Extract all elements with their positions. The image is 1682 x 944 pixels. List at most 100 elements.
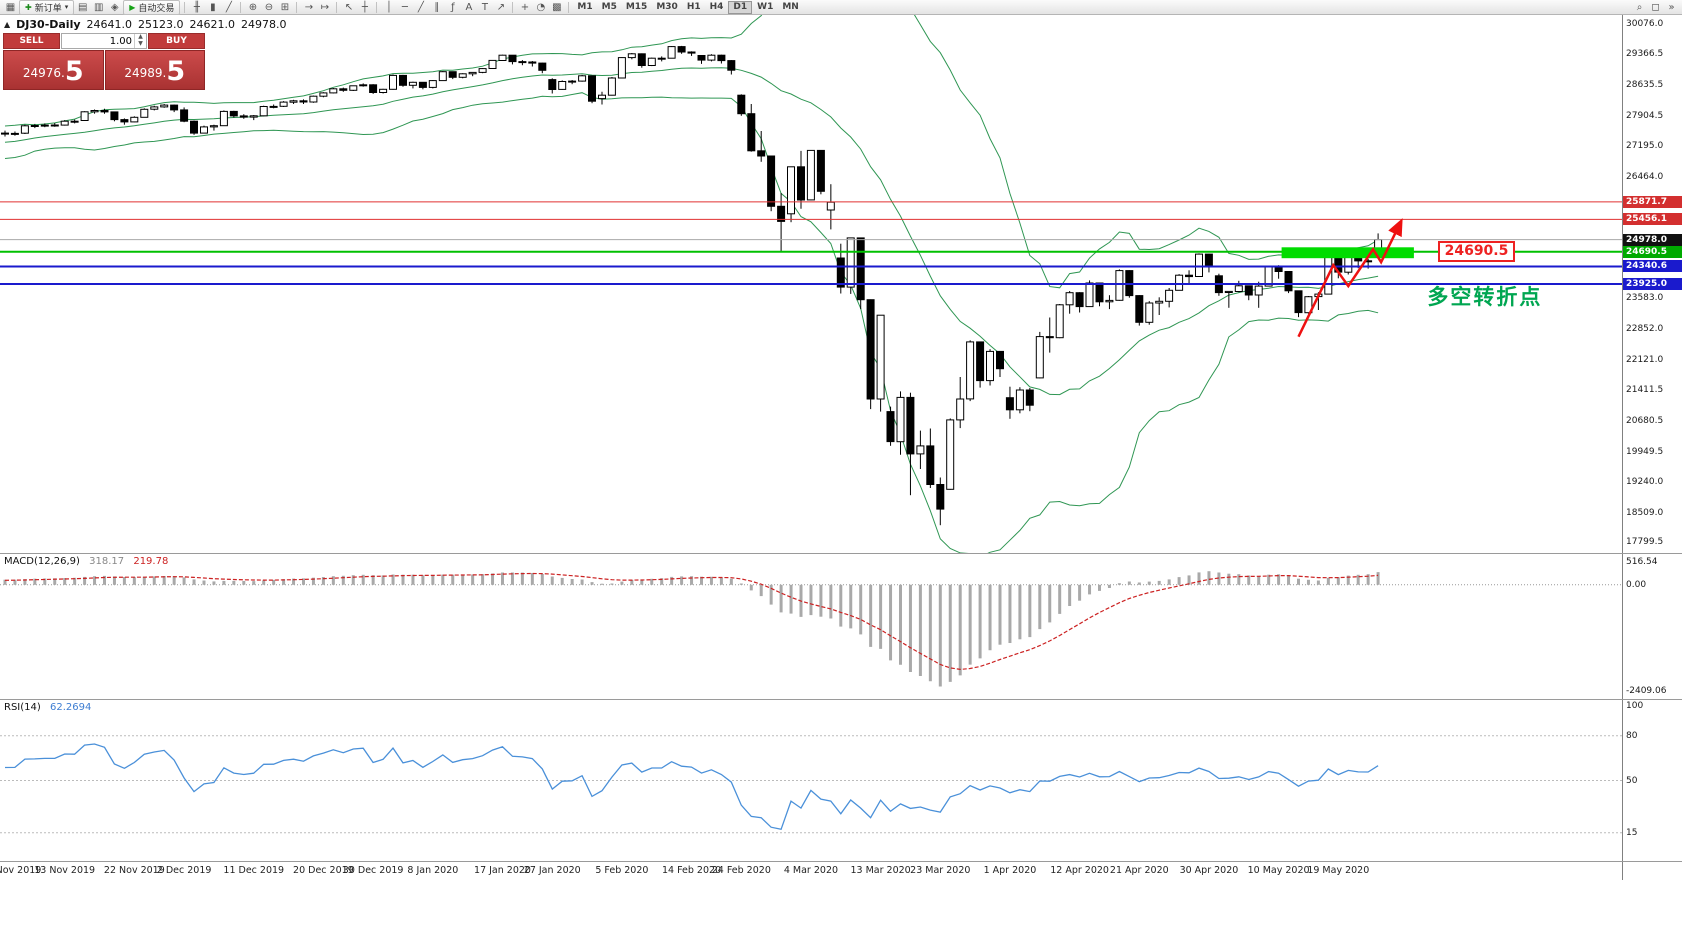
trend-arrow[interactable] (1297, 218, 1403, 338)
equidistant-channel-icon[interactable]: ∥ (434, 1, 440, 13)
macd-signal-value: 219.78 (133, 556, 169, 567)
expert-advisor-icon[interactable]: ◻ (1651, 1, 1660, 13)
price-note-label[interactable]: 24690.5 (1437, 240, 1516, 262)
ohlc-open: 24641.0 (86, 18, 133, 31)
bollinger-upper-band (4, 15, 1379, 289)
time-axis-label: 22 Nov 2019 (103, 865, 165, 876)
time-axis-label: 2 Dec 2019 (156, 865, 212, 876)
timeframe-m30[interactable]: M30 (656, 1, 678, 12)
tile-windows-icon[interactable]: ⊞ (280, 1, 290, 13)
trendline-icon[interactable]: ╱ (417, 1, 424, 13)
time-axis-label: 4 Mar 2020 (783, 865, 839, 876)
autotrading-button[interactable]: ▶ 自动交易 (123, 0, 181, 15)
ohlc-low: 24621.0 (189, 18, 236, 31)
macd-scale-label: 516.54 (1626, 557, 1658, 567)
buy-price-button[interactable]: 24989. 5 (104, 50, 205, 90)
macd-signal-line (4, 572, 1379, 671)
periods-icon[interactable]: ◔ (536, 1, 546, 13)
time-axis-label: 24 Feb 2020 (711, 865, 771, 876)
navigator-icon[interactable]: ◈ (110, 1, 119, 13)
arrow-tool-icon[interactable]: ↗ (496, 1, 506, 13)
price-scale[interactable]: 30076.0 29366.5 28635.5 27904.5 27195.0 26464… (1622, 15, 1682, 880)
time-axis-label: 21 Apr 2020 (1109, 865, 1169, 876)
volume-input[interactable] (62, 34, 134, 48)
timeframe-h1[interactable]: H1 (686, 1, 701, 12)
price-line-label: 25871.7 (1623, 195, 1682, 208)
line-chart-icon[interactable]: ╱ (225, 1, 232, 13)
timeframe-m15[interactable]: M15 (625, 1, 648, 12)
rsi-scale-label: 100 (1626, 701, 1644, 711)
timeframe-h4[interactable]: H4 (709, 1, 724, 12)
ohlc-close: 24978.0 (241, 18, 287, 31)
price-axis-label: 19240.0 (1626, 476, 1664, 487)
autotrading-button-label: 自动交易 (138, 3, 175, 14)
turning-point-text[interactable]: 多空转折点 (1427, 284, 1543, 309)
label-icon[interactable]: T (481, 1, 488, 13)
sell-button[interactable]: SELL (3, 33, 60, 49)
rsi-name: RSI(14) (4, 702, 41, 713)
timeframe-d1[interactable]: D1 (728, 0, 753, 14)
macd-main-value: 318.17 (89, 556, 125, 567)
price-axis-label: 19949.5 (1626, 446, 1664, 457)
template-icon[interactable]: ▩ (552, 1, 562, 13)
symbol-period-label: DJ30-Daily (16, 18, 81, 31)
sell-price-pip: 5 (64, 56, 84, 87)
zoom-in-icon[interactable]: ⊕ (248, 1, 258, 13)
price-line-label: 24690.5 (1623, 245, 1682, 258)
rsi-pane[interactable] (0, 700, 1622, 861)
sell-price-button[interactable]: 24976. 5 (3, 50, 104, 90)
search-icon[interactable]: ⌕ (1636, 1, 1643, 13)
timeframe-mn[interactable]: MN (782, 1, 799, 12)
highlight-rectangle[interactable] (1281, 247, 1414, 259)
bar-chart-icon[interactable]: ╫ (193, 1, 200, 13)
one-click-collapse-toggle[interactable]: ▲ (4, 20, 11, 29)
time-axis-label: 14 Feb 2020 (661, 865, 722, 876)
timeframe-w1[interactable]: W1 (757, 1, 774, 12)
time-axis-label: 5 Nov 2019 (0, 865, 42, 876)
cursor-icon[interactable]: ↖ (344, 1, 354, 13)
text-icon[interactable]: A (465, 1, 473, 13)
auto-scroll-icon[interactable]: → (304, 1, 314, 13)
sell-price-main: 24976. (22, 66, 65, 80)
rsi-scale-label: 50 (1626, 775, 1638, 786)
crosshair-icon[interactable]: ┼ (361, 1, 368, 13)
chart-title: ▲ DJ30-Daily 24641.0 25123.0 24621.0 249… (4, 18, 287, 31)
new-order-button-icon: ✚ (25, 2, 32, 12)
buy-button[interactable]: BUY (148, 33, 205, 49)
price-axis-label: 23583.0 (1626, 293, 1664, 304)
new-chart-icon[interactable]: ▦ (5, 1, 16, 13)
time-axis-label: 13 Mar 2020 (850, 865, 911, 876)
market-watch-icon[interactable]: ▤ (78, 1, 88, 13)
macd-pane[interactable] (0, 554, 1622, 699)
vertical-line-icon[interactable]: │ (385, 1, 392, 13)
chart-shift-icon[interactable]: ↦ (320, 1, 330, 13)
price-chart-pane[interactable] (0, 15, 1622, 553)
fibonacci-icon[interactable]: ƒ (451, 1, 455, 13)
new-order-button[interactable]: ✚ 新订单 ▾ (19, 0, 75, 15)
volume-down-icon[interactable]: ▼ (138, 40, 143, 47)
timeframe-m1[interactable]: M1 (577, 1, 593, 12)
pane-separator[interactable] (0, 553, 1682, 554)
time-axis-label: 27 Jan 2020 (523, 865, 581, 876)
buy-price-main: 24989. (124, 66, 167, 80)
macd-name: MACD(12,26,9) (4, 556, 80, 567)
macd-histogram (3, 571, 1380, 687)
indicators-icon[interactable]: + (520, 1, 530, 13)
toolbar-separator (184, 1, 186, 13)
chevron-down-icon: ▾ (64, 3, 69, 11)
price-axis-label: 28635.5 (1626, 80, 1664, 91)
candlestick-chart-icon[interactable]: ▮ (210, 1, 216, 13)
data-window-icon[interactable]: ▥ (94, 1, 104, 13)
toolbar-separator (296, 1, 298, 13)
timeframe-m5[interactable]: M5 (601, 1, 617, 12)
price-line-label: 23925.0 (1623, 278, 1682, 290)
time-axis-label: 1 Apr 2020 (983, 865, 1037, 876)
pane-separator[interactable] (0, 699, 1682, 700)
zoom-out-icon[interactable]: ⊖ (264, 1, 274, 13)
horizontal-line-icon[interactable]: ─ (401, 1, 408, 13)
time-axis-label: 17 Jan 2020 (474, 865, 531, 876)
toolbar-overflow-icon[interactable]: » (1668, 1, 1675, 13)
volume-up-icon[interactable]: ▲ (138, 33, 143, 40)
macd-indicator-label: MACD(12,26,9) 318.17 219.78 (4, 556, 168, 567)
